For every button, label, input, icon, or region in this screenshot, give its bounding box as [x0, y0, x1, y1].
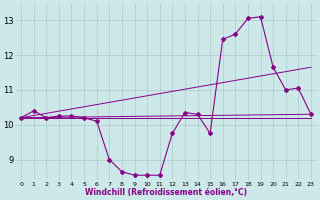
X-axis label: Windchill (Refroidissement éolien,°C): Windchill (Refroidissement éolien,°C) — [85, 188, 247, 197]
